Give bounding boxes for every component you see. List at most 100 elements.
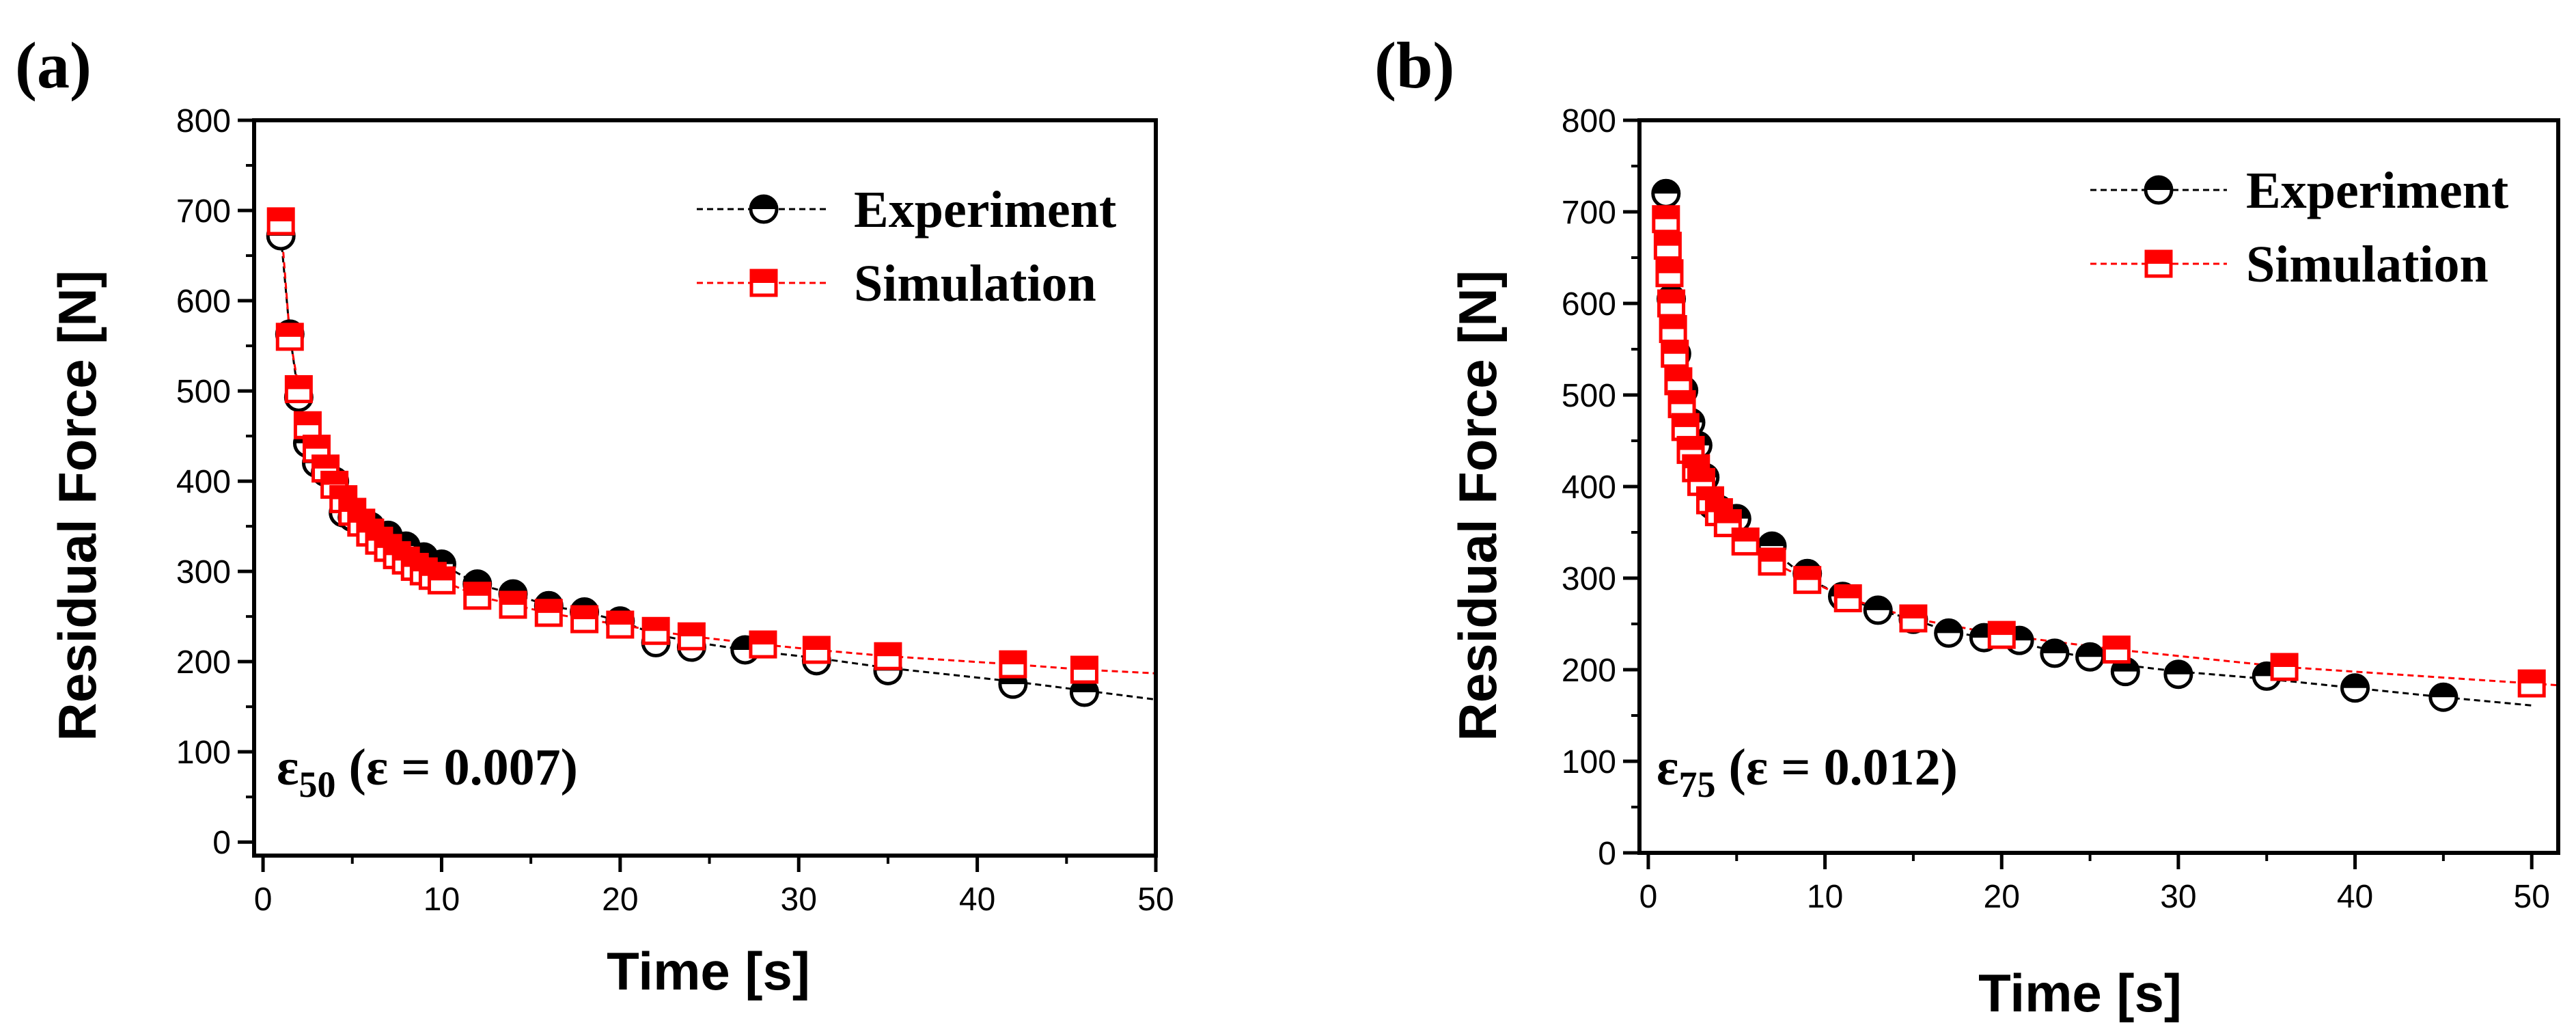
simulation-point — [1758, 547, 1786, 576]
x-tick-label: 20 — [1984, 879, 2020, 915]
x-tick-label: 40 — [2337, 879, 2373, 915]
y-tick-label: 700 — [1562, 195, 1616, 231]
panel-label-a: (a) — [15, 29, 92, 102]
y-tick-label: 0 — [1598, 836, 1616, 872]
simulation-point — [1657, 289, 1686, 318]
x-axis-title-a: Time [s] — [607, 941, 810, 1001]
axes-frame-a — [252, 118, 1158, 858]
simulation-point — [1793, 566, 1822, 595]
axes-frame-b — [1637, 118, 2560, 855]
simulation-point — [1667, 390, 1696, 418]
experiment-point — [2340, 673, 2370, 703]
simulation-point — [284, 374, 313, 403]
legend-marker-simulation — [2144, 249, 2173, 278]
y-tick-label: 300 — [176, 554, 231, 590]
x-tick-label: 40 — [959, 882, 995, 918]
legend-label-experiment: Experiment — [2246, 162, 2508, 219]
strain-annotation-a: ε50 (ε = 0.007) — [277, 739, 578, 805]
simulation-point — [999, 650, 1027, 679]
x-tick-label: 20 — [602, 882, 638, 918]
simulation-point — [1661, 340, 1689, 368]
simulation-point — [1987, 621, 2016, 649]
experiment-point — [2163, 659, 2193, 690]
simulation-point — [293, 411, 322, 439]
simulation-point — [1655, 259, 1684, 288]
x-tick-label: 50 — [1137, 882, 1174, 918]
simulation-point — [1664, 367, 1693, 396]
y-tick-label: 200 — [1562, 653, 1616, 689]
simulation-point — [534, 599, 563, 627]
simulation-point — [275, 323, 304, 351]
chart-panel-a: (a) Residual Force [N] Time [s] 0 100 200 3… — [15, 29, 1174, 1001]
y-tick-label: 600 — [1562, 286, 1616, 323]
legend-label-simulation: Simulation — [854, 255, 1096, 312]
experiment-point — [1934, 618, 1964, 648]
plot-area-b — [1651, 178, 2559, 712]
y-tick-label: 100 — [1562, 744, 1616, 780]
legend-marker-simulation — [749, 269, 778, 297]
simulation-point — [1652, 205, 1680, 234]
panel-label-b: (b) — [1374, 29, 1454, 102]
x-tick-label: 0 — [1639, 879, 1658, 915]
experiment-point — [1863, 595, 1893, 625]
legend-marker-experiment — [749, 194, 779, 224]
strain-annotation-b: ε75 (ε = 0.012) — [1657, 739, 1958, 805]
simulation-point — [570, 605, 599, 633]
legend-a: Experiment Simulation — [697, 181, 1116, 312]
y-tick-label: 600 — [176, 284, 231, 320]
simulation-point — [266, 207, 295, 236]
simulation-point — [1899, 604, 1928, 633]
y-tick-label: 700 — [176, 193, 231, 230]
simulation-point — [1833, 584, 1862, 612]
y-tick-label: 800 — [176, 103, 231, 139]
series-points-simulation — [1652, 205, 2546, 698]
experiment-point — [2075, 642, 2105, 672]
simulation-point — [874, 642, 902, 670]
simulation-point — [1671, 413, 1700, 441]
x-tick-label: 30 — [2160, 879, 2196, 915]
chart-panel-b: (b) Residual Force [N] Time [s] 01002003… — [1374, 29, 2560, 1023]
y-axis-title-a: Residual Force [N] — [47, 270, 107, 741]
legend-label-experiment: Experiment — [854, 181, 1116, 238]
experiment-point — [2428, 682, 2459, 712]
experiment-point — [2040, 638, 2070, 668]
y-tick-label: 400 — [1562, 469, 1616, 506]
simulation-point — [1731, 527, 1760, 556]
simulation-point — [499, 590, 527, 619]
y-tick-label: 100 — [176, 735, 231, 771]
y-tick-label: 300 — [1562, 561, 1616, 597]
simulation-point — [2102, 636, 2131, 664]
simulation-point — [1070, 655, 1098, 684]
simulation-point — [606, 610, 635, 639]
legend-label-simulation: Simulation — [2246, 236, 2489, 293]
y-tick-label: 500 — [176, 374, 231, 410]
x-tick-label: 10 — [1807, 879, 1843, 915]
simulation-point — [2270, 653, 2299, 681]
simulation-point — [1653, 232, 1682, 260]
simulation-point — [749, 630, 777, 659]
y-axis-title-b: Residual Force [N] — [1448, 270, 1508, 741]
tick-layer-b: 0 100 200 300 400 500 600 700 800 0 10 20 30 40 50 — [1562, 103, 2550, 915]
x-tick-label: 30 — [781, 882, 817, 918]
y-tick-label: 500 — [1562, 378, 1616, 414]
x-axis-title-b: Time [s] — [1978, 963, 2182, 1023]
experiment-point — [1651, 178, 1681, 208]
x-tick-label: 0 — [254, 882, 273, 918]
tick-layer-a: 0 100 200 300 400 500 600 700 800 0 10 20 30 40 50 — [176, 103, 1174, 918]
simulation-point — [463, 582, 492, 610]
simulation-point — [1713, 509, 1742, 538]
x-tick-label: 50 — [2514, 879, 2550, 915]
legend-marker-experiment — [2144, 175, 2174, 205]
simulation-point — [2517, 669, 2546, 698]
simulation-point — [677, 622, 706, 651]
legend-b: Experiment Simulation — [2090, 162, 2508, 293]
plot-area-a — [266, 207, 1157, 707]
y-tick-label: 800 — [1562, 103, 1616, 139]
simulation-point — [641, 616, 670, 645]
y-tick-label: 400 — [176, 464, 231, 500]
simulation-point — [427, 566, 456, 595]
y-tick-label: 200 — [176, 644, 231, 681]
simulation-point — [802, 636, 831, 664]
simulation-point — [1659, 315, 1687, 344]
